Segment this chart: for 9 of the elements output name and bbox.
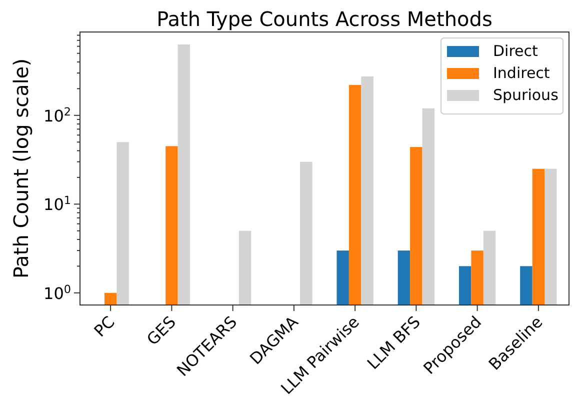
y-tick-label: 10$^{2}$ [44, 104, 71, 126]
y-axis-title: Path Count (log scale) [9, 58, 33, 279]
legend-label: Indirect [493, 64, 550, 82]
legend-label: Direct [493, 42, 538, 60]
x-tick-label: PC [90, 312, 118, 341]
chart-title: Path Type Counts Across Methods [156, 7, 492, 31]
y-tick-label: 10$^{1}$ [44, 194, 71, 214]
y-tick-label: 10$^{0}$ [44, 282, 71, 303]
legend-label: Spurious [493, 86, 559, 104]
